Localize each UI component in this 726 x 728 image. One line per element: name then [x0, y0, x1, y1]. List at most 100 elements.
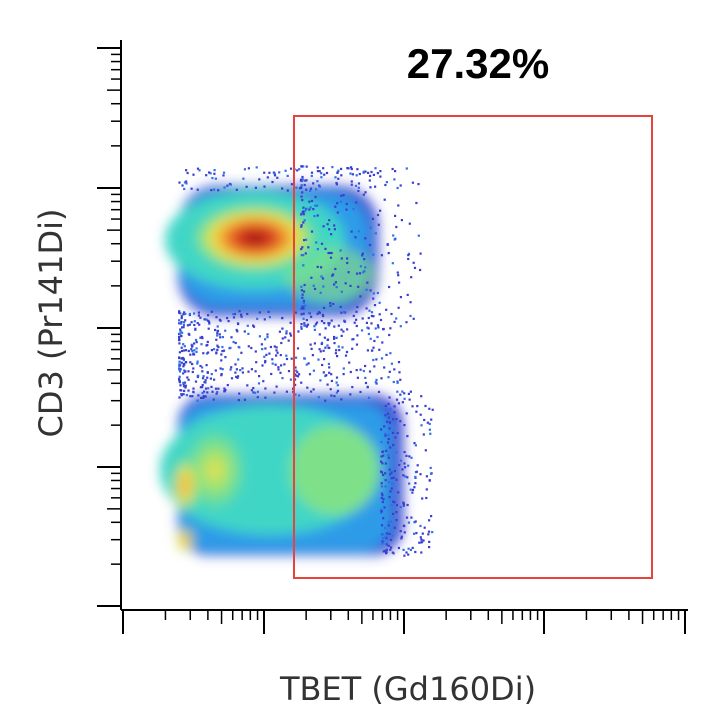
event-dot — [385, 548, 388, 551]
event-dot — [309, 187, 313, 190]
gate-percentage: 27.32% — [407, 40, 549, 87]
event-dot — [333, 325, 336, 328]
event-dot — [381, 542, 384, 545]
event-dot — [239, 369, 242, 372]
event-dot — [247, 332, 250, 335]
event-dot — [296, 371, 299, 374]
event-dot — [303, 239, 306, 242]
event-dot — [375, 382, 378, 385]
event-dot — [391, 431, 395, 434]
event-dot — [183, 321, 186, 324]
event-dot — [216, 330, 219, 333]
event-dot — [235, 328, 238, 332]
y-axis-ticks — [97, 47, 121, 607]
event-dot — [407, 252, 411, 255]
event-dot — [316, 180, 319, 183]
event-dot — [387, 434, 390, 437]
event-dot — [334, 352, 337, 355]
event-dot — [185, 169, 188, 172]
event-dot — [356, 272, 359, 275]
event-dot — [391, 534, 394, 538]
event-dot — [296, 375, 300, 378]
event-dot — [281, 377, 284, 380]
event-dot — [247, 167, 250, 170]
event-dot — [182, 313, 185, 316]
event-dot — [385, 449, 388, 452]
event-dot — [408, 398, 411, 401]
event-dot — [428, 540, 431, 543]
event-dot — [370, 314, 373, 318]
event-dot — [328, 322, 331, 325]
event-dot — [373, 339, 376, 343]
event-dot — [300, 254, 303, 257]
event-dot — [285, 390, 288, 393]
event-dot — [327, 324, 330, 327]
event-dot — [186, 324, 189, 327]
event-dot — [286, 174, 289, 177]
event-dot — [305, 318, 308, 322]
event-dot — [178, 322, 181, 325]
event-dot — [403, 524, 406, 528]
event-dot — [203, 381, 206, 384]
event-dot — [237, 322, 240, 326]
event-dot — [385, 537, 388, 540]
event-dot — [208, 322, 211, 325]
gate-rectangle[interactable] — [293, 115, 653, 579]
event-dot — [394, 170, 397, 173]
event-dot — [411, 491, 414, 494]
event-dot — [195, 350, 198, 353]
event-dot — [309, 189, 312, 192]
event-dot — [366, 281, 369, 284]
event-dot — [387, 252, 390, 255]
event-dot — [340, 174, 343, 177]
event-dot — [202, 395, 205, 398]
event-dot — [331, 274, 334, 277]
event-dot — [181, 326, 184, 329]
event-dot — [235, 368, 238, 371]
event-dot — [388, 370, 391, 373]
event-dot — [245, 185, 248, 188]
event-dot — [217, 346, 220, 349]
event-dot — [352, 207, 355, 211]
event-dot — [391, 167, 394, 171]
event-dot — [195, 341, 198, 344]
event-dot — [302, 254, 305, 257]
event-dot — [396, 271, 399, 274]
event-dot — [350, 167, 353, 171]
event-dot — [318, 185, 322, 188]
event-dot — [420, 541, 423, 544]
event-dot — [301, 305, 304, 308]
event-dot — [206, 371, 209, 374]
event-dot — [430, 515, 433, 518]
event-dot — [258, 311, 261, 314]
event-dot — [420, 424, 423, 427]
event-dot — [188, 312, 191, 316]
event-dot — [304, 179, 307, 182]
event-dot — [186, 376, 189, 379]
event-dot — [205, 318, 208, 321]
event-dot — [388, 427, 391, 430]
event-dot — [357, 182, 361, 185]
event-dot — [320, 275, 323, 278]
event-dot — [243, 330, 246, 333]
event-dot — [381, 341, 384, 344]
event-dot — [364, 266, 367, 269]
event-dot — [415, 532, 418, 535]
event-dot — [182, 323, 185, 326]
event-dot — [191, 350, 194, 353]
event-dot — [279, 371, 282, 374]
event-dot — [321, 313, 324, 316]
event-dot — [187, 378, 190, 381]
event-dot — [289, 321, 292, 324]
event-dot — [183, 187, 186, 191]
event-dot — [301, 293, 304, 296]
event-dot — [322, 225, 325, 228]
event-dot — [264, 387, 267, 390]
event-dot — [399, 325, 402, 328]
event-dot — [273, 174, 277, 177]
event-dot — [365, 307, 368, 310]
event-dot — [191, 395, 194, 398]
event-dot — [255, 361, 258, 364]
event-dot — [422, 539, 425, 542]
event-dot — [380, 492, 384, 495]
